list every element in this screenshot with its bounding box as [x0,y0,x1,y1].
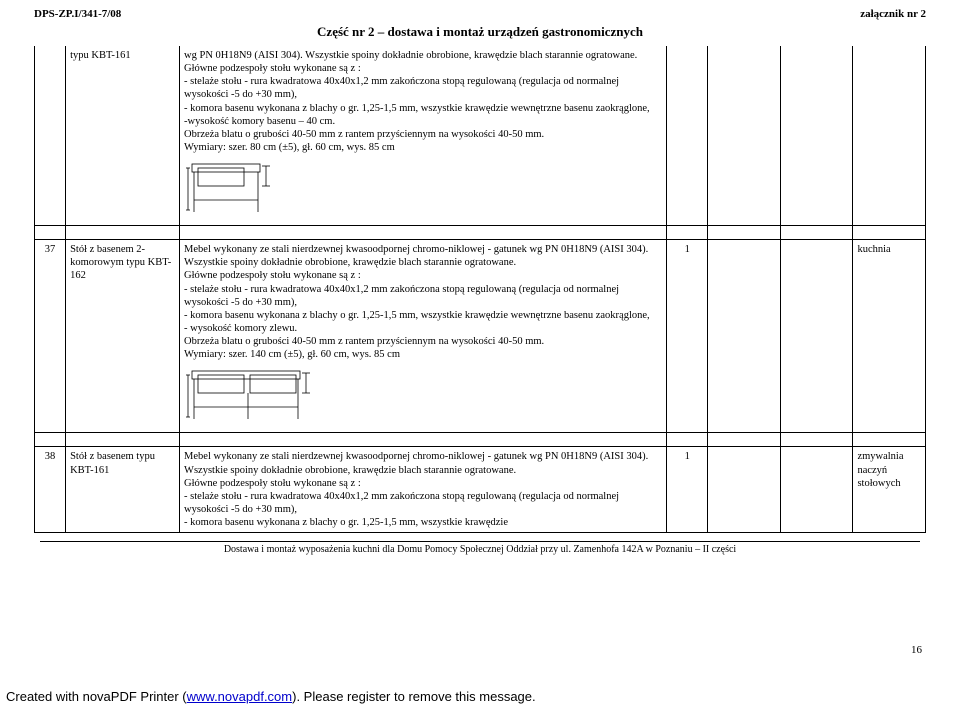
item-description: Mebel wykonany ze stali nierdzewnej kwas… [180,240,667,433]
row-number: 38 [35,447,66,533]
doc-title: Część nr 2 – dostawa i montaż urządzeń g… [34,24,926,40]
item-location: zmywalnia naczyń stołowych [853,447,926,533]
table-row: 37Stół z basenem 2-komorowym typu KBT-16… [35,240,926,433]
col-blank-b [780,240,853,433]
item-description: Mebel wykonany ze stali nierdzewnej kwas… [180,447,667,533]
row-number: 37 [35,240,66,433]
page-number: 16 [911,644,922,656]
col-blank-a [708,240,781,433]
col-blank-b [780,46,853,226]
col-blank-a [708,447,781,533]
item-description: wg PN 0H18N9 (AISI 304). Wszystkie spoin… [180,46,667,226]
item-qty [666,46,707,226]
table-row: typu KBT-161wg PN 0H18N9 (AISI 304). Wsz… [35,46,926,226]
sink-diagram [184,365,314,425]
col-blank-b [780,447,853,533]
spacer-row [35,226,926,240]
item-qty: 1 [666,447,707,533]
sink-diagram [184,158,274,218]
footer-text: Dostawa i montaż wyposażenia kuchni dla … [34,544,926,559]
spacer-row [35,433,926,447]
table-row: 38Stół z basenem typu KBT-161Mebel wykon… [35,447,926,533]
doc-code: DPS-ZP.I/341-7/08 [34,8,121,20]
row-number [35,46,66,226]
item-location [853,46,926,226]
item-qty: 1 [666,240,707,433]
item-name: typu KBT-161 [66,46,180,226]
item-location: kuchnia [853,240,926,433]
novapdf-link[interactable]: www.novapdf.com [187,689,293,704]
pdf-watermark: Created with novaPDF Printer (www.novapd… [6,689,536,704]
item-name: Stół z basenem typu KBT-161 [66,447,180,533]
col-blank-a [708,46,781,226]
item-name: Stół z basenem 2-komorowym typu KBT-162 [66,240,180,433]
spec-table: typu KBT-161wg PN 0H18N9 (AISI 304). Wsz… [34,46,926,533]
attachment-label: załącznik nr 2 [860,8,926,20]
